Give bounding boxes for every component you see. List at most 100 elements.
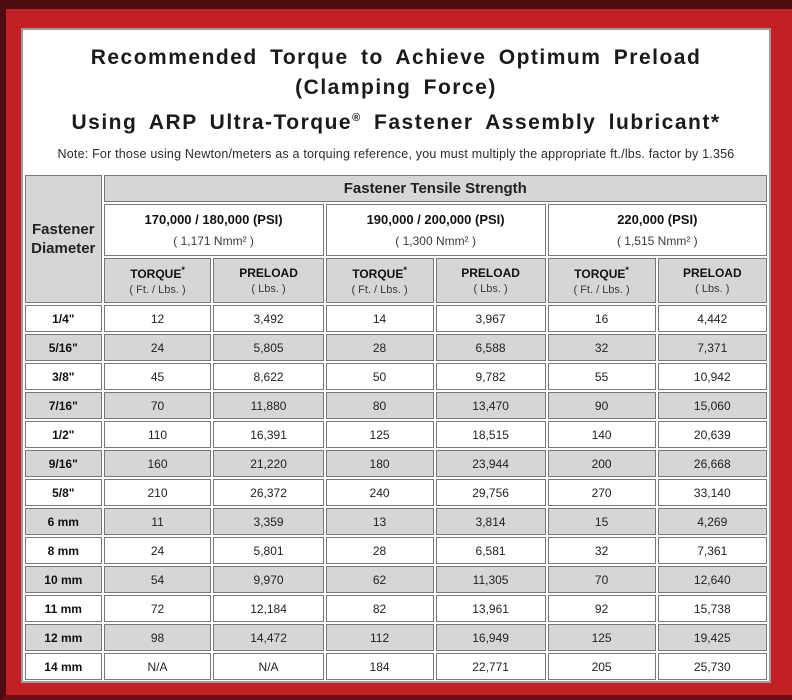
- preload-column-header-1: PRELOAD ( Lbs. ): [213, 258, 324, 303]
- preload-label: PRELOAD: [461, 266, 520, 280]
- fastener-diameter-cell: 16 mm: [25, 682, 102, 683]
- content-panel: Recommended Torque to Achieve Optimum Pr…: [21, 28, 771, 683]
- preload-value-cell: 3,359: [213, 508, 324, 535]
- title-line2: Using ARP Ultra-Torque: [71, 111, 353, 134]
- title-line1: Recommended Torque to Achieve Optimum Pr…: [90, 46, 702, 99]
- torque-spec-table: Fastener Diameter Fastener Tensile Stren…: [23, 173, 769, 683]
- torque-units: ( Ft. / Lbs. ): [351, 284, 408, 296]
- torque-value-cell: 272: [548, 682, 656, 683]
- torque-value-cell: 82: [325, 595, 434, 622]
- torque-asterisk: *: [181, 265, 185, 275]
- column-header-row: TORQUE* ( Ft. / Lbs. ) PRELOAD ( Lbs. ) …: [25, 258, 767, 303]
- table-row: 6 mm 11 3,359 13 3,814 15 4,269: [25, 508, 767, 535]
- torque-value-cell: 55: [547, 363, 656, 390]
- torque-label: TORQUE: [130, 267, 182, 281]
- torque-value-cell: 14: [325, 305, 434, 332]
- fastener-diameter-cell: 5/16": [25, 334, 102, 361]
- torque-value-cell: 24: [103, 537, 212, 564]
- table-row: 1/2" 110 16,391 125 18,515 140 20,639: [25, 421, 767, 448]
- preload-value-cell: 15,738: [657, 595, 767, 622]
- torque-units: ( Ft. / Lbs. ): [129, 284, 186, 296]
- fastener-diameter-cell: 6 mm: [25, 508, 102, 535]
- preload-value-cell: 15,060: [657, 392, 767, 419]
- preload-value-cell: 11,880: [213, 392, 324, 419]
- preload-column-header-2: PRELOAD ( Lbs. ): [435, 258, 546, 303]
- note-text: Note: For those using Newton/meters as a…: [57, 147, 735, 161]
- fastener-diameter-header-line2: Diameter: [31, 240, 96, 257]
- tensile-strength-row: Fastener Diameter Fastener Tensile Stren…: [25, 175, 767, 303]
- title-block: Recommended Torque to Achieve Optimum Pr…: [23, 30, 769, 173]
- torque-value-cell: 50: [325, 363, 434, 390]
- preload-value-cell: 6,588: [435, 334, 546, 361]
- torque-value-cell: 80: [325, 392, 434, 419]
- preload-value-cell: 3,814: [435, 508, 546, 535]
- preload-value-cell: 13,961: [435, 595, 546, 622]
- torque-label: TORQUE: [352, 267, 404, 281]
- table-row: 11 mm 72 12,184 82 13,961 92 15,738: [25, 595, 767, 622]
- torque-value-cell: 125: [547, 624, 656, 651]
- torque-value-cell: N/A: [103, 653, 212, 680]
- tensile-strength-header: Fastener Tensile Strength: [103, 175, 767, 202]
- torque-value-cell: 62: [325, 566, 434, 593]
- fastener-diameter-cell: 11 mm: [25, 595, 102, 622]
- preload-value-cell: 20,639: [657, 421, 767, 448]
- torque-value-cell: 110: [103, 421, 212, 448]
- nmm-rating: ( 1,171 Nmm² ): [173, 234, 254, 248]
- preload-value-cell: 16,949: [435, 624, 546, 651]
- preload-value-cell: 4,269: [657, 508, 767, 535]
- preload-label: PRELOAD: [682, 266, 742, 280]
- fastener-diameter-cell: 12 mm: [25, 624, 102, 651]
- preload-value-cell: 7,371: [657, 334, 767, 361]
- torque-value-cell: 72: [103, 595, 212, 622]
- torque-value-cell: 210: [103, 479, 212, 506]
- preload-value-cell: 6,581: [435, 537, 546, 564]
- table-row: 12 mm 98 14,472 112 16,949 125 19,425: [25, 624, 767, 651]
- torque-column-header-3: TORQUE* ( Ft. / Lbs. ): [547, 258, 656, 303]
- preload-value-cell: 12,640: [657, 566, 767, 593]
- torque-units: ( Ft. / Lbs. ): [573, 284, 630, 296]
- preload-value-cell: 8,622: [213, 363, 324, 390]
- table-row: 14 mm N/A N/A 184 22,771 205 25,730: [25, 653, 767, 680]
- torque-value-cell: 112: [325, 624, 434, 651]
- psi-rating: 170,000 / 180,000 (PSI): [144, 212, 283, 227]
- preload-value-cell: 3,492: [213, 305, 324, 332]
- torque-column-header-2: TORQUE* ( Ft. / Lbs. ): [325, 258, 434, 303]
- preload-value-cell: 11,305: [435, 566, 546, 593]
- torque-value-cell: 13: [325, 508, 434, 535]
- preload-value-cell: 16,391: [213, 421, 324, 448]
- registered-trademark-symbol: ®: [352, 112, 362, 124]
- torque-value-cell: 92: [547, 595, 656, 622]
- fastener-diameter-cell: 5/8": [25, 479, 102, 506]
- table-row: 8 mm 24 5,801 28 6,581 32 7,361: [25, 537, 767, 564]
- psi-rating: 220,000 (PSI): [617, 212, 698, 227]
- torque-asterisk: *: [403, 265, 407, 275]
- torque-value-cell: 15: [547, 508, 656, 535]
- fastener-diameter-cell: 10 mm: [25, 566, 102, 593]
- torque-value-cell: 205: [547, 653, 656, 680]
- table-row: 7/16" 70 11,880 80 13,470 90 15,060: [25, 392, 767, 419]
- torque-asterisk: *: [625, 265, 629, 275]
- preload-value-cell: 18,515: [435, 421, 546, 448]
- preload-value-cell: 19,425: [657, 624, 767, 651]
- preload-value-cell: 13,470: [435, 392, 546, 419]
- preload-value-cell: N/A: [213, 682, 323, 683]
- preload-value-cell: 12,184: [213, 595, 324, 622]
- preload-value-cell: 29,756: [435, 479, 546, 506]
- torque-value-cell: 70: [103, 392, 212, 419]
- fastener-diameter-header-line1: Fastener: [32, 221, 95, 238]
- torque-value-cell: 11: [103, 508, 212, 535]
- title-line2-end: Fastener Assembly lubricant*: [361, 111, 721, 134]
- torque-value-cell: 16: [547, 305, 656, 332]
- preload-value-cell: 25,730: [657, 653, 767, 680]
- fastener-diameter-cell: 1/4": [25, 305, 102, 332]
- psi-header-group1: 170,000 / 180,000 (PSI) ( 1,171 Nmm² ): [103, 204, 324, 256]
- preload-value-cell: 22,771: [435, 653, 546, 680]
- preload-value-cell: 26,372: [213, 479, 324, 506]
- torque-value-cell: 28: [325, 334, 434, 361]
- fastener-diameter-cell: 7/16": [25, 392, 102, 419]
- torque-value-cell: 24: [103, 334, 212, 361]
- preload-units: ( Lbs. ): [251, 283, 286, 295]
- preload-value-cell: 33,140: [657, 479, 767, 506]
- preload-value-cell: 10,942: [657, 363, 767, 390]
